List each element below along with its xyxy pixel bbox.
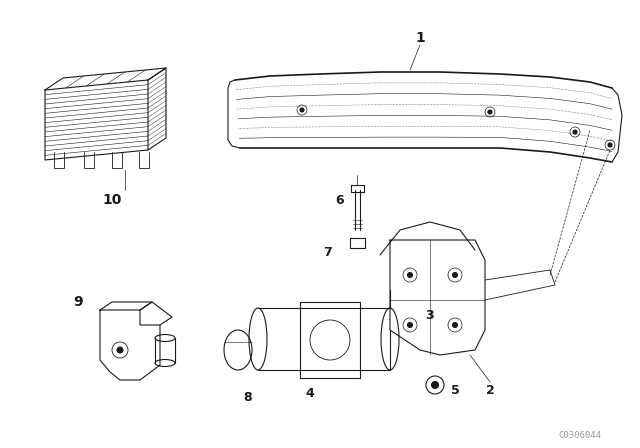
Circle shape [452, 272, 458, 277]
Text: 9: 9 [73, 295, 83, 309]
Text: 2: 2 [486, 383, 494, 396]
Text: 6: 6 [336, 194, 344, 207]
Text: 8: 8 [244, 391, 252, 404]
Circle shape [431, 382, 438, 388]
Circle shape [488, 110, 492, 114]
Text: 10: 10 [102, 193, 122, 207]
Text: C0306044: C0306044 [559, 431, 602, 439]
Text: 7: 7 [324, 246, 332, 258]
Circle shape [408, 272, 413, 277]
Circle shape [452, 323, 458, 327]
Circle shape [573, 130, 577, 134]
Circle shape [117, 347, 123, 353]
Text: 5: 5 [451, 383, 460, 396]
Circle shape [608, 143, 612, 147]
Text: 4: 4 [306, 387, 314, 400]
Text: 1: 1 [415, 31, 425, 45]
Text: 3: 3 [426, 309, 435, 322]
Circle shape [408, 323, 413, 327]
Circle shape [300, 108, 304, 112]
